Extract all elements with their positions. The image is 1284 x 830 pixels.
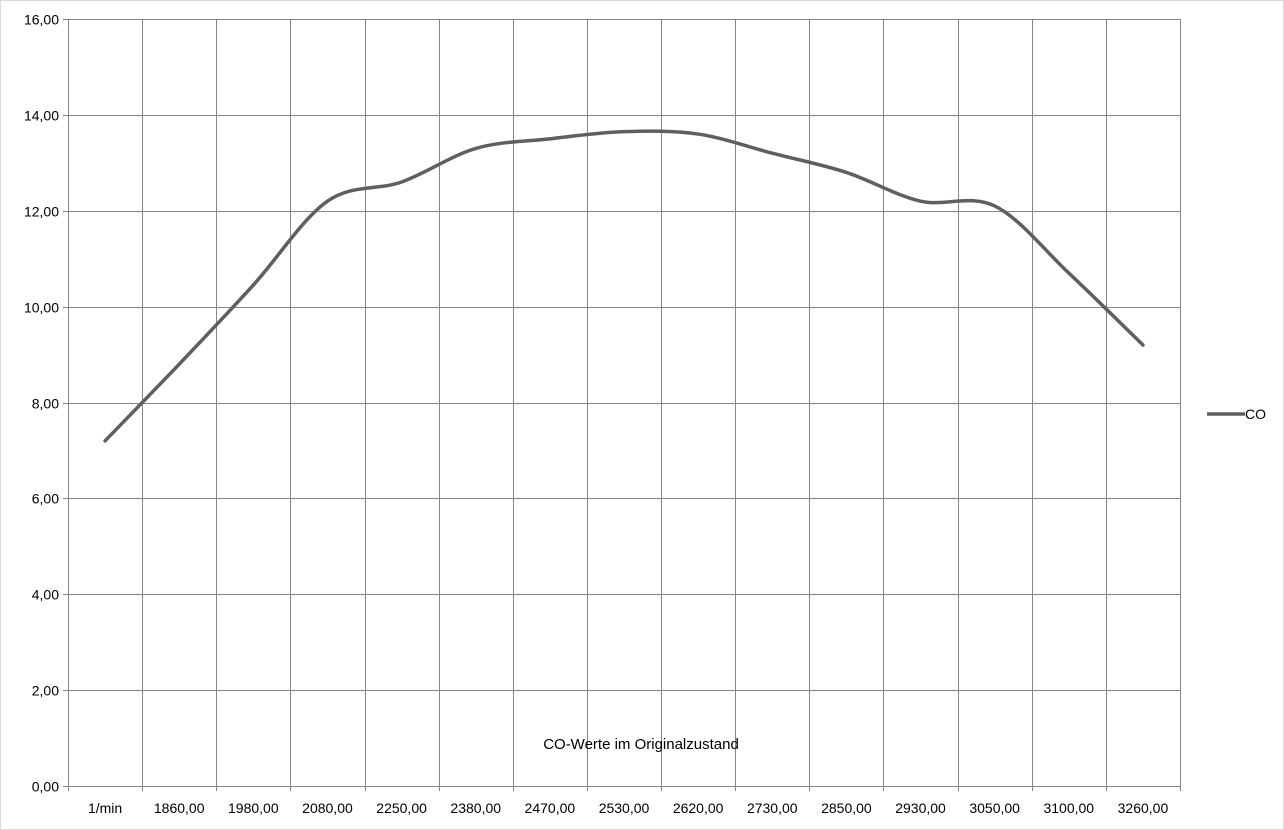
data-point-co bbox=[400, 180, 404, 184]
y-axis: 0,00 2,00 4,00 6,00 8,00 10,00 12,00 14,00 16,00 bbox=[24, 12, 59, 795]
legend-label-co: CO bbox=[1245, 406, 1266, 422]
data-point-co bbox=[251, 283, 255, 287]
data-point-co bbox=[177, 362, 181, 366]
y-tick-label: 0,00 bbox=[32, 779, 59, 795]
x-tick-label: 3260,00 bbox=[1118, 800, 1169, 816]
data-point-co bbox=[993, 204, 997, 208]
x-tick-label: 2850,00 bbox=[821, 800, 872, 816]
x-tick-label: 2080,00 bbox=[302, 800, 353, 816]
x-axis: 1/min 1860,00 1980,00 2080,00 2250,00 2380,00… bbox=[88, 800, 1168, 816]
data-point-co bbox=[325, 199, 329, 203]
data-point-co bbox=[474, 146, 478, 150]
x-tick-label: 2730,00 bbox=[747, 800, 798, 816]
data-point-co bbox=[622, 130, 626, 134]
y-tick-label: 14,00 bbox=[24, 108, 59, 124]
data-point-co bbox=[844, 170, 848, 174]
grid bbox=[63, 19, 1181, 791]
data-point-co bbox=[770, 151, 774, 155]
y-tick-label: 4,00 bbox=[32, 587, 59, 603]
x-tick-label: 3050,00 bbox=[969, 800, 1020, 816]
x-tick-label: 2470,00 bbox=[525, 800, 576, 816]
y-tick-label: 12,00 bbox=[24, 204, 59, 220]
y-tick-label: 8,00 bbox=[32, 396, 59, 412]
data-point-co bbox=[103, 439, 107, 443]
data-point-co bbox=[548, 137, 552, 141]
x-tick-label: 2380,00 bbox=[450, 800, 501, 816]
x-tick-label: 3100,00 bbox=[1043, 800, 1094, 816]
data-point-co bbox=[919, 199, 923, 203]
y-tick-label: 16,00 bbox=[24, 12, 59, 28]
x-tick-label: 1/min bbox=[88, 800, 122, 816]
x-tick-label: 2930,00 bbox=[895, 800, 946, 816]
legend: CO bbox=[1207, 406, 1266, 422]
data-point-co bbox=[1141, 343, 1145, 347]
x-tick-label: 1860,00 bbox=[154, 800, 205, 816]
series-line-co bbox=[103, 129, 1145, 443]
y-tick-label: 2,00 bbox=[32, 683, 59, 699]
y-tick-label: 6,00 bbox=[32, 491, 59, 507]
x-tick-label: 2530,00 bbox=[599, 800, 650, 816]
data-point-co bbox=[696, 132, 700, 136]
y-tick-label: 10,00 bbox=[24, 300, 59, 316]
data-point-co bbox=[1067, 271, 1071, 275]
chart-title: CO-Werte im Originalzustand bbox=[543, 736, 739, 753]
x-tick-label: 2250,00 bbox=[376, 800, 427, 816]
x-tick-label: 1980,00 bbox=[228, 800, 279, 816]
x-tick-label: 2620,00 bbox=[673, 800, 724, 816]
